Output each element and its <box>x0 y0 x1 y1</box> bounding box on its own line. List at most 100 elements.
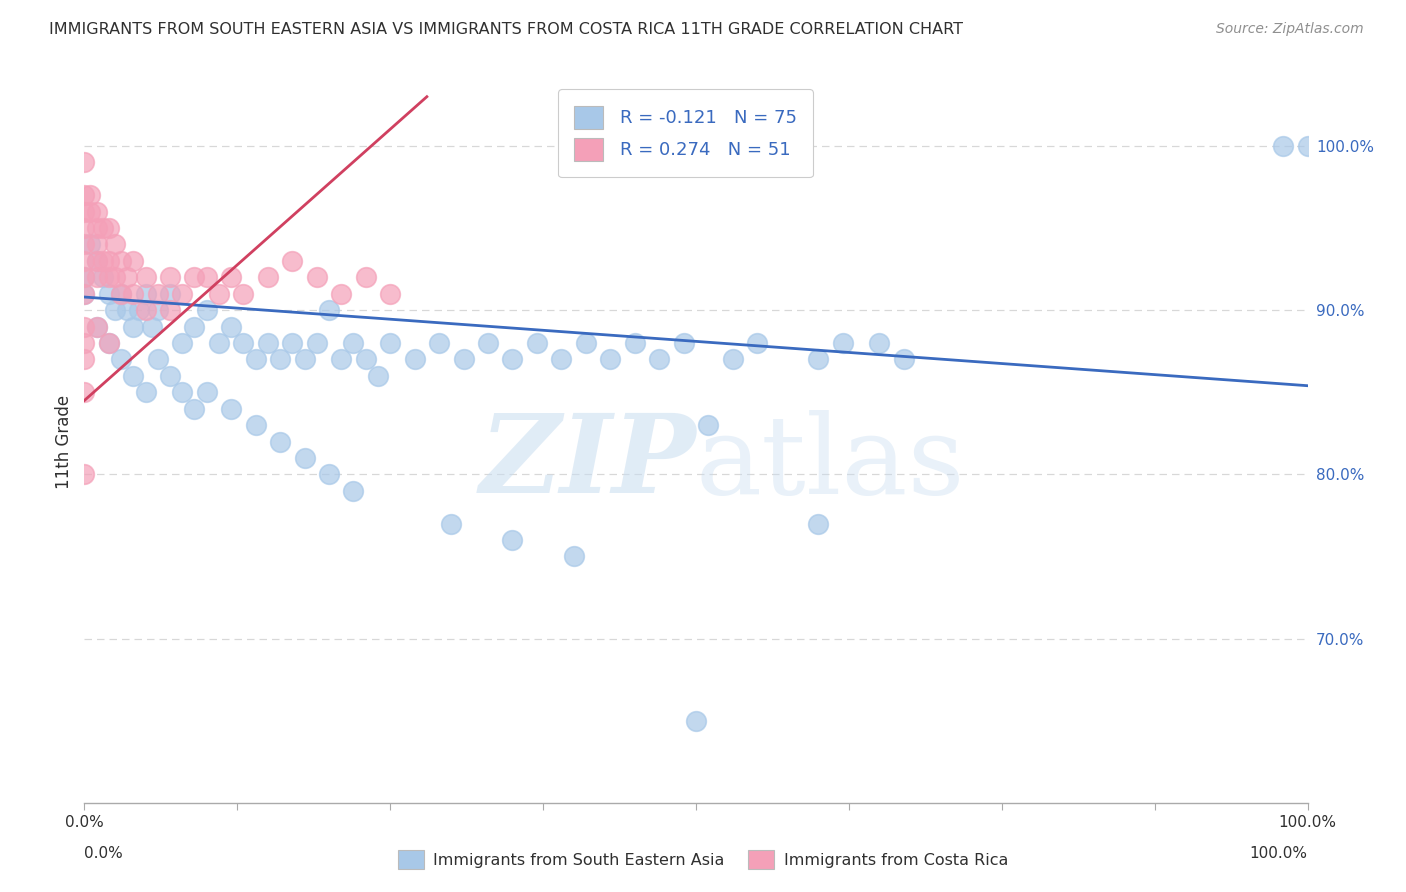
Point <box>122 286 145 301</box>
Point <box>73 204 96 219</box>
Point <box>79 188 101 202</box>
Text: atlas: atlas <box>696 409 966 516</box>
Point <box>685 714 707 728</box>
Point <box>73 467 96 482</box>
Point <box>73 319 96 334</box>
Point <box>550 352 572 367</box>
Point <box>232 336 254 351</box>
Point <box>526 336 548 351</box>
Point <box>97 336 120 351</box>
Point <box>86 253 108 268</box>
Point <box>146 303 169 318</box>
Point <box>115 270 138 285</box>
Point <box>747 336 769 351</box>
Point <box>380 286 402 301</box>
Point <box>91 270 114 285</box>
Point <box>294 352 316 367</box>
Point <box>73 270 96 285</box>
Point <box>135 270 157 285</box>
Point <box>807 352 830 367</box>
Point <box>86 319 108 334</box>
Point <box>869 336 891 351</box>
Point <box>208 336 231 351</box>
Point <box>159 286 181 301</box>
Point <box>86 319 108 334</box>
Point <box>122 368 145 383</box>
Point <box>73 385 96 400</box>
Point <box>502 352 524 367</box>
Point <box>354 270 377 285</box>
Point <box>97 270 120 285</box>
Point <box>502 533 524 547</box>
Point <box>269 434 291 449</box>
Point <box>575 336 598 351</box>
Point <box>477 336 499 351</box>
Point <box>73 286 96 301</box>
Point <box>648 352 671 367</box>
Point <box>159 303 181 318</box>
Point <box>404 352 426 367</box>
Point <box>342 336 364 351</box>
Point <box>110 286 132 301</box>
Point <box>172 385 194 400</box>
Point <box>135 303 157 318</box>
Point <box>73 188 96 202</box>
Point <box>697 418 720 433</box>
Point <box>183 401 205 416</box>
Point <box>219 270 242 285</box>
Point <box>183 319 205 334</box>
Point <box>73 253 96 268</box>
Point <box>1296 139 1319 153</box>
Point <box>146 286 169 301</box>
Point <box>135 385 157 400</box>
Point <box>110 286 132 301</box>
Point <box>831 336 853 351</box>
Point <box>91 253 114 268</box>
Point <box>115 303 138 318</box>
Point <box>195 270 218 285</box>
Text: 100.0%: 100.0% <box>1250 847 1308 861</box>
Point <box>110 352 132 367</box>
Point <box>135 286 157 301</box>
Y-axis label: 11th Grade: 11th Grade <box>55 394 73 489</box>
Point <box>672 336 695 351</box>
Point <box>73 270 96 285</box>
Point <box>79 237 101 252</box>
Point <box>330 286 353 301</box>
Point <box>104 303 127 318</box>
Point <box>245 352 267 367</box>
Legend: Immigrants from South Eastern Asia, Immigrants from Costa Rica: Immigrants from South Eastern Asia, Immi… <box>392 844 1014 875</box>
Point <box>380 336 402 351</box>
Point <box>91 221 114 235</box>
Point <box>79 204 101 219</box>
Point <box>97 221 120 235</box>
Point <box>110 253 132 268</box>
Point <box>219 401 242 416</box>
Point <box>104 270 127 285</box>
Point <box>1272 139 1295 153</box>
Text: Source: ZipAtlas.com: Source: ZipAtlas.com <box>1216 22 1364 37</box>
Point <box>172 286 194 301</box>
Point <box>122 319 145 334</box>
Point <box>305 270 328 285</box>
Point <box>232 286 254 301</box>
Point <box>86 221 108 235</box>
Point <box>104 237 127 252</box>
Point <box>97 336 120 351</box>
Point <box>86 204 108 219</box>
Point <box>281 336 304 351</box>
Point <box>453 352 475 367</box>
Point <box>73 336 96 351</box>
Point <box>257 336 280 351</box>
Point <box>893 352 915 367</box>
Point <box>269 352 291 367</box>
Point <box>172 336 194 351</box>
Point <box>330 352 353 367</box>
Point <box>97 286 120 301</box>
Point <box>257 270 280 285</box>
Point <box>128 303 150 318</box>
Point <box>219 319 242 334</box>
Point <box>195 385 218 400</box>
Point <box>73 221 96 235</box>
Text: ZIP: ZIP <box>479 409 696 517</box>
